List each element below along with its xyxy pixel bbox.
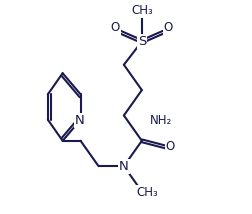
Text: O: O [166,140,175,153]
Text: O: O [111,21,120,34]
Text: O: O [164,21,173,34]
Text: CH₃: CH₃ [136,186,158,199]
Text: NH₂: NH₂ [150,114,172,127]
Text: N: N [75,114,84,127]
Text: S: S [138,35,146,48]
Text: N: N [119,160,129,173]
Text: CH₃: CH₃ [131,4,153,17]
